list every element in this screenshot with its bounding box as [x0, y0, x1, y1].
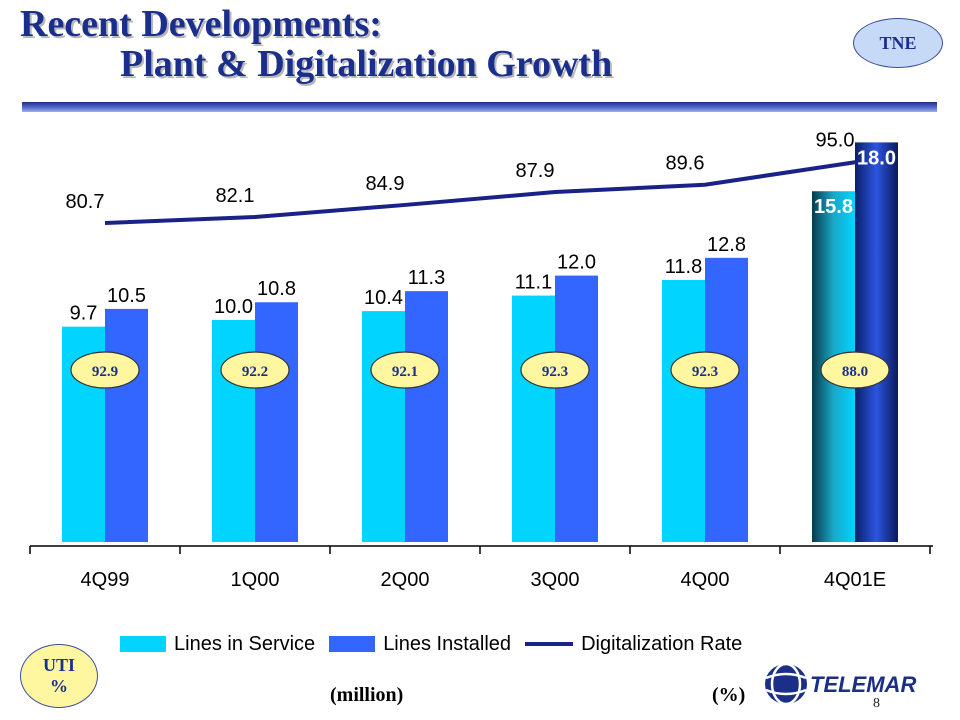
- telemar-wordmark: TELEMAR: [810, 672, 916, 697]
- digitalization-rate-line: [104, 159, 861, 225]
- value-label-lines-in-service: 10.4: [364, 287, 403, 309]
- x-tick-label: 2Q00: [381, 569, 430, 591]
- unit-percent: (%): [712, 684, 746, 706]
- page-number: 8: [873, 696, 880, 711]
- value-label-lines-in-service: 11.8: [665, 256, 702, 278]
- bar-lines-in-service-2Q00: [362, 311, 405, 542]
- value-label-digitalization-rate: 87.9: [516, 160, 555, 182]
- value-label-lines-in-service: 9.7: [70, 303, 98, 325]
- uti-value-label: 92.1: [392, 364, 418, 380]
- value-label-digitalization-rate: 84.9: [366, 173, 405, 195]
- value-label-lines-installed: 12.8: [707, 234, 746, 256]
- legend-swatch-lines-in-service: [120, 636, 166, 652]
- x-tick-label: 1Q00: [231, 569, 280, 591]
- legend-label-lines-installed: Lines Installed: [383, 632, 512, 655]
- uti-oval-4Q01E: [820, 351, 890, 389]
- legend-line-digitalization-rate: [525, 642, 574, 646]
- tne-badge: TNE: [853, 18, 943, 68]
- uti-oval: UTI %: [20, 644, 98, 708]
- bar-lines-installed-4Q00: [705, 257, 748, 542]
- title-divider: [22, 102, 937, 112]
- legend-swatch-lines-installed: [329, 636, 376, 652]
- legend-label-lines-in-service: Lines in Service: [174, 632, 316, 655]
- bars-group: [62, 142, 898, 543]
- bar-lines-in-service-3Q00: [512, 295, 555, 542]
- value-labels-group: 9.710.580.710.010.882.110.411.384.911.11…: [66, 130, 896, 325]
- x-axis: 4Q99 1Q00 2Q00 3Q00 4Q00 4Q01E: [29, 545, 933, 591]
- bar-lines-installed-2Q00: [405, 291, 448, 542]
- value-label-lines-installed: 10.5: [107, 285, 146, 307]
- uti-value-label: 92.2: [242, 364, 268, 380]
- uti-value-label: 92.3: [542, 364, 568, 380]
- uti-value-label: 92.9: [92, 364, 118, 380]
- slide-title: Recent Developments: Plant & Digitalizat…: [20, 4, 612, 84]
- value-label-lines-installed: 10.8: [257, 278, 296, 300]
- x-tick-label: 4Q99: [81, 569, 130, 591]
- value-label-lines-in-service: 15.8: [814, 196, 853, 218]
- telemar-logo: TELEMAR: [765, 662, 916, 706]
- value-label-lines-installed: 12.0: [557, 252, 596, 274]
- uti-line-1: UTI: [42, 655, 75, 675]
- uti-oval-3Q00: [520, 351, 590, 389]
- value-label-digitalization-rate: 82.1: [216, 185, 255, 207]
- title-line-1: Recent Developments:: [20, 3, 382, 45]
- value-label-digitalization-rate: 89.6: [666, 153, 705, 175]
- legend: Lines in Service Lines Installed Digital…: [120, 630, 756, 658]
- legend-item-digitalization-rate: Digitalization Rate: [525, 633, 742, 656]
- unit-million: (million): [330, 684, 404, 706]
- uti-oval-4Q00: [670, 351, 740, 389]
- uti-oval-4Q99: [70, 351, 140, 389]
- value-label-lines-in-service: 11.1: [515, 272, 552, 294]
- legend-label-digitalization-rate: Digitalization Rate: [581, 632, 743, 655]
- uti-ovals-group: 92.9 92.2 92.1 92.3 92.3 88.0: [70, 351, 890, 389]
- legend-item-lines-installed: Lines Installed: [329, 633, 511, 656]
- bar-lines-installed-3Q00: [555, 275, 598, 542]
- bar-lines-installed-4Q01E: [855, 142, 898, 542]
- value-label-lines-installed: 11.3: [408, 267, 445, 289]
- value-label-lines-installed: 18.0: [857, 147, 896, 169]
- uti-value-label: 88.0: [842, 364, 868, 380]
- legend-item-lines-in-service: Lines in Service: [120, 633, 315, 656]
- x-tick-label: 4Q00: [681, 569, 730, 591]
- x-tick-label: 3Q00: [531, 569, 580, 591]
- value-label-digitalization-rate: 80.7: [66, 191, 105, 213]
- value-label-digitalization-rate: 95.0: [816, 130, 855, 152]
- value-label-lines-in-service: 10.0: [214, 296, 253, 318]
- bar-lines-in-service-4Q00: [662, 280, 705, 542]
- bar-lines-installed-1Q00: [255, 302, 298, 542]
- uti-oval-1Q00: [220, 351, 290, 389]
- uti-line-2: %: [49, 676, 68, 696]
- bar-lines-installed-4Q99: [105, 308, 148, 542]
- x-tick-label: 4Q01E: [824, 569, 886, 591]
- title-line-2: Plant & Digitalization Growth: [120, 43, 613, 85]
- uti-value-label: 92.3: [692, 364, 718, 380]
- uti-oval-2Q00: [370, 351, 440, 389]
- digitalization-line-group: [104, 159, 861, 225]
